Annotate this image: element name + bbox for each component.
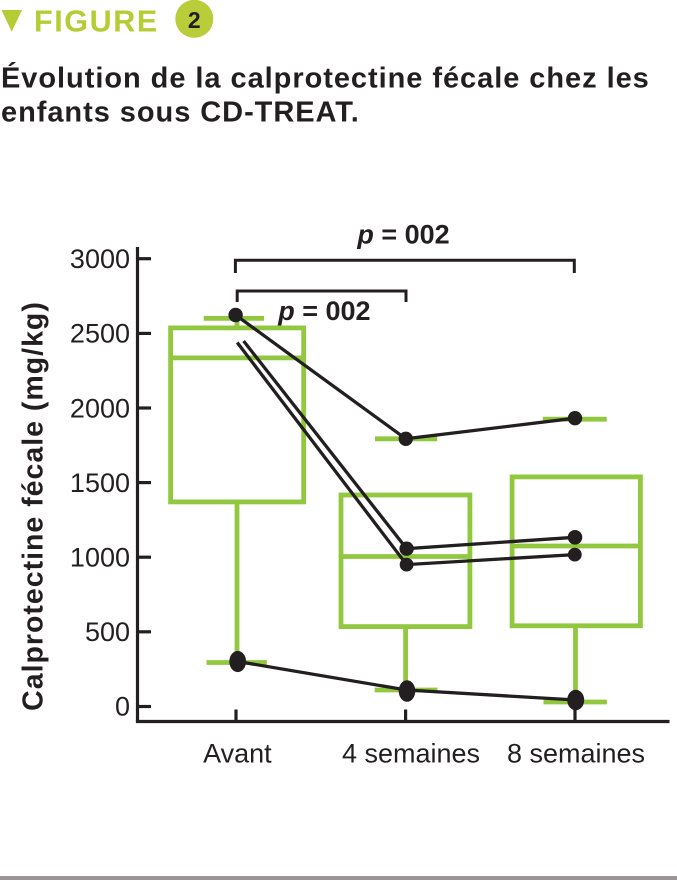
svg-text:2500: 2500	[70, 319, 130, 349]
svg-text:Avant: Avant	[203, 739, 272, 769]
svg-text:4 semaines: 4 semaines	[342, 739, 480, 769]
svg-text:FIGURE: FIGURE	[34, 5, 159, 39]
svg-text:500: 500	[85, 617, 130, 647]
svg-text:1500: 1500	[70, 468, 130, 498]
svg-text:p = 002: p = 002	[356, 220, 449, 250]
svg-text:0: 0	[115, 692, 130, 722]
svg-text:Évolution de la calprotectine: Évolution de la calprotectine fécale che…	[1, 61, 650, 95]
svg-text:enfants sous CD-TREAT.: enfants sous CD-TREAT.	[1, 97, 360, 129]
svg-text:p = 002: p = 002	[277, 296, 370, 326]
svg-text:8 semaines: 8 semaines	[507, 739, 645, 769]
svg-text:2000: 2000	[70, 393, 130, 423]
svg-text:Calprotectine fécale (mg/kg): Calprotectine fécale (mg/kg)	[18, 301, 50, 711]
svg-text:2: 2	[188, 7, 201, 33]
svg-text:3000: 3000	[70, 244, 130, 274]
svg-text:1000: 1000	[70, 543, 130, 573]
